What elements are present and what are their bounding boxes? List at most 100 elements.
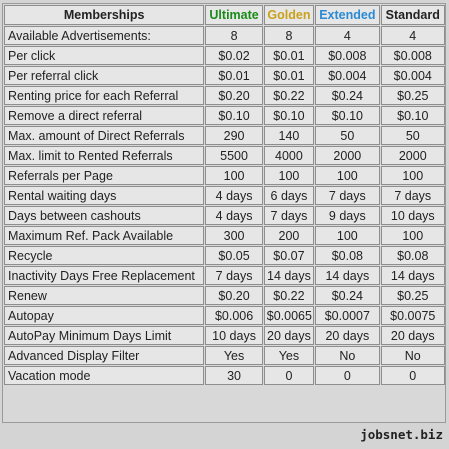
header-extended: Extended — [315, 5, 380, 25]
cell-golden: $0.01 — [263, 46, 315, 65]
table-row: AutoPay Minimum Days Limit 10 days 20 days… — [4, 326, 445, 345]
cell-standard: $0.08 — [380, 246, 445, 265]
table-row: Rental waiting days 4 days 6 days 7 days 7 d… — [4, 186, 445, 205]
cell-extended: 100 — [315, 166, 380, 185]
cell-standard: $0.008 — [380, 46, 445, 65]
cell-ultimate: $0.20 — [205, 286, 263, 305]
cell-golden: $0.22 — [263, 286, 315, 305]
table-row: Recycle $0.05 $0.07 $0.08 $0.08 — [4, 246, 445, 265]
table-row: Max. amount of Direct Referrals 290 140 50 5… — [4, 126, 445, 145]
cell-standard: $0.10 — [380, 106, 445, 125]
cell-golden: 0 — [263, 366, 315, 385]
cell-golden: 140 — [263, 126, 315, 145]
header-row: Memberships Ultimate Golden Extended Sta… — [4, 5, 445, 25]
table-body: Available Advertisements: 8 8 4 4 Per click $0… — [4, 26, 445, 385]
cell-ultimate: 4 days — [205, 186, 263, 205]
cell-extended: 0 — [315, 366, 380, 385]
cell-standard: $0.25 — [380, 86, 445, 105]
header-standard: Standard — [380, 5, 445, 25]
table-row: Referrals per Page 100 100 100 100 — [4, 166, 445, 185]
table-row: Autopay $0.006 $0.0065 $0.0007 $0.0075 — [4, 306, 445, 325]
header-ultimate: Ultimate — [205, 5, 263, 25]
cell-extended: 14 days — [315, 266, 380, 285]
cell-ultimate: $0.01 — [205, 66, 263, 85]
cell-standard: 4 — [380, 26, 445, 45]
cell-ultimate: $0.20 — [205, 86, 263, 105]
cell-ultimate: 290 — [205, 126, 263, 145]
cell-golden: 8 — [263, 26, 315, 45]
cell-standard: 100 — [380, 226, 445, 245]
cell-extended: $0.08 — [315, 246, 380, 265]
watermark: jobsnet.biz — [360, 427, 443, 442]
table-row: Inactivity Days Free Replacement 7 days 14… — [4, 266, 445, 285]
row-label: AutoPay Minimum Days Limit — [4, 326, 205, 345]
table-row: Max. limit to Rented Referrals 5500 4000 20… — [4, 146, 445, 165]
row-label: Per referral click — [4, 66, 205, 85]
row-label: Rental waiting days — [4, 186, 205, 205]
cell-ultimate: 4 days — [205, 206, 263, 225]
row-label: Inactivity Days Free Replacement — [4, 266, 205, 285]
cell-golden: 6 days — [263, 186, 315, 205]
row-label: Renew — [4, 286, 205, 305]
table-row: Maximum Ref. Pack Available 300 200 100 100 — [4, 226, 445, 245]
cell-ultimate: 8 — [205, 26, 263, 45]
row-label: Maximum Ref. Pack Available — [4, 226, 205, 245]
cell-extended: $0.10 — [315, 106, 380, 125]
table-row: Vacation mode 30 0 0 0 — [4, 366, 445, 385]
row-label: Referrals per Page — [4, 166, 205, 185]
row-label: Advanced Display Filter — [4, 346, 205, 365]
row-label: Renting price for each Referral — [4, 86, 205, 105]
header-golden: Golden — [263, 5, 315, 25]
table-row: Renting price for each Referral $0.20 $0.2… — [4, 86, 445, 105]
row-label: Recycle — [4, 246, 205, 265]
cell-standard: 7 days — [380, 186, 445, 205]
row-label: Remove a direct referral — [4, 106, 205, 125]
table-row: Renew $0.20 $0.22 $0.24 $0.25 — [4, 286, 445, 305]
cell-extended: 4 — [315, 26, 380, 45]
memberships-table: Memberships Ultimate Golden Extended Sta… — [3, 4, 446, 386]
cell-ultimate: 100 — [205, 166, 263, 185]
row-label: Vacation mode — [4, 366, 205, 385]
cell-extended: 9 days — [315, 206, 380, 225]
cell-standard: No — [380, 346, 445, 365]
cell-golden: 200 — [263, 226, 315, 245]
table-row: Remove a direct referral $0.10 $0.10 $0.10 $… — [4, 106, 445, 125]
row-label: Autopay — [4, 306, 205, 325]
cell-standard: 100 — [380, 166, 445, 185]
cell-extended: 50 — [315, 126, 380, 145]
row-label: Days between cashouts — [4, 206, 205, 225]
cell-extended: 100 — [315, 226, 380, 245]
cell-standard: $0.0075 — [380, 306, 445, 325]
table-row: Per referral click $0.01 $0.01 $0.004 $0.004 — [4, 66, 445, 85]
row-label: Per click — [4, 46, 205, 65]
cell-golden: $0.22 — [263, 86, 315, 105]
cell-extended: $0.0007 — [315, 306, 380, 325]
cell-golden: $0.10 — [263, 106, 315, 125]
cell-extended: 20 days — [315, 326, 380, 345]
cell-extended: $0.24 — [315, 86, 380, 105]
cell-standard: 14 days — [380, 266, 445, 285]
cell-extended: $0.24 — [315, 286, 380, 305]
cell-ultimate: $0.02 — [205, 46, 263, 65]
cell-standard: $0.25 — [380, 286, 445, 305]
cell-extended: 7 days — [315, 186, 380, 205]
cell-standard: 0 — [380, 366, 445, 385]
table-row: Days between cashouts 4 days 7 days 9 days 1… — [4, 206, 445, 225]
cell-ultimate: 10 days — [205, 326, 263, 345]
cell-ultimate: 5500 — [205, 146, 263, 165]
cell-golden: $0.07 — [263, 246, 315, 265]
row-label: Max. limit to Rented Referrals — [4, 146, 205, 165]
cell-standard: 10 days — [380, 206, 445, 225]
cell-standard: 2000 — [380, 146, 445, 165]
cell-ultimate: 30 — [205, 366, 263, 385]
cell-ultimate: $0.006 — [205, 306, 263, 325]
cell-extended: No — [315, 346, 380, 365]
cell-ultimate: Yes — [205, 346, 263, 365]
table-row: Available Advertisements: 8 8 4 4 — [4, 26, 445, 45]
table-row: Advanced Display Filter Yes Yes No No — [4, 346, 445, 365]
row-label: Max. amount of Direct Referrals — [4, 126, 205, 145]
cell-extended: $0.008 — [315, 46, 380, 65]
cell-standard: $0.004 — [380, 66, 445, 85]
cell-ultimate: 7 days — [205, 266, 263, 285]
cell-standard: 20 days — [380, 326, 445, 345]
